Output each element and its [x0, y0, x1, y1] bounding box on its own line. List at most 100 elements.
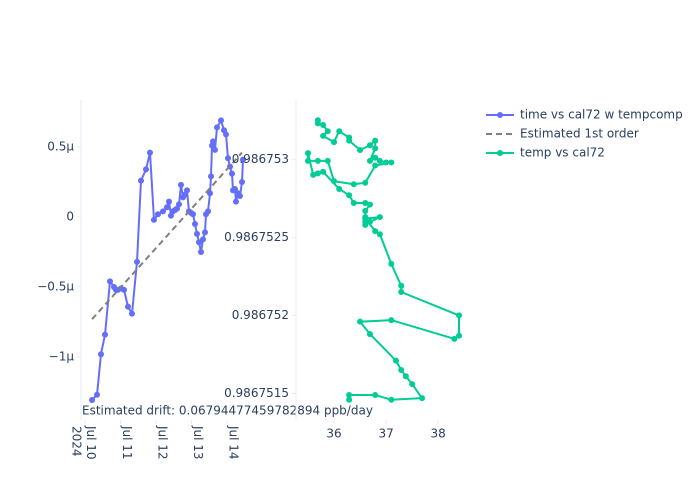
- point: [362, 179, 369, 186]
- x-tick-label: Jul 13: [191, 425, 205, 460]
- point: [197, 249, 204, 256]
- point: [456, 312, 463, 319]
- point: [124, 303, 131, 310]
- point: [372, 154, 379, 161]
- point: [388, 396, 395, 403]
- legend-label: Estimated 1st order: [520, 127, 639, 141]
- point: [314, 170, 321, 177]
- x-tick-label: 37: [378, 427, 393, 441]
- point: [192, 221, 199, 228]
- point: [372, 162, 379, 169]
- legend-label: temp vs cal72: [520, 146, 605, 160]
- point: [222, 131, 229, 138]
- point: [231, 186, 238, 193]
- point: [142, 166, 149, 173]
- point: [388, 317, 395, 324]
- point: [346, 396, 353, 403]
- point: [320, 168, 327, 175]
- point: [194, 230, 201, 237]
- point: [362, 215, 369, 222]
- point: [154, 211, 161, 218]
- y-tick-label: 0.986752: [232, 308, 289, 322]
- point: [175, 201, 182, 208]
- point: [366, 218, 373, 225]
- point: [314, 157, 321, 164]
- point: [304, 150, 311, 157]
- point: [320, 121, 327, 128]
- point: [97, 351, 104, 358]
- point: [366, 142, 373, 149]
- y-tick-label: −0.5μ: [37, 280, 74, 294]
- point: [357, 318, 364, 325]
- point: [456, 332, 463, 339]
- y-tick-label: 0.986753: [232, 152, 289, 166]
- point: [366, 331, 373, 338]
- point: [199, 236, 206, 243]
- point: [236, 193, 243, 200]
- y-tick-label: −1μ: [49, 350, 75, 364]
- point: [217, 117, 224, 124]
- point: [366, 201, 373, 208]
- point: [137, 177, 144, 184]
- point: [146, 149, 153, 156]
- point: [204, 208, 211, 215]
- point: [304, 157, 311, 164]
- point: [228, 170, 235, 177]
- x-tick-label: 38: [431, 427, 446, 441]
- point: [350, 200, 357, 207]
- y-tick-label: 0.5μ: [47, 140, 74, 154]
- point: [346, 137, 353, 144]
- point: [362, 200, 369, 207]
- point: [372, 137, 379, 144]
- point: [366, 157, 373, 164]
- point: [106, 278, 113, 285]
- point: [376, 214, 383, 221]
- point: [346, 392, 353, 399]
- point: [314, 120, 321, 127]
- point: [393, 357, 399, 364]
- point: [320, 132, 327, 139]
- point: [183, 187, 190, 194]
- point: [224, 155, 231, 162]
- point: [398, 289, 405, 295]
- point: [336, 128, 343, 135]
- y-tick-label: 0.9867515: [224, 386, 289, 400]
- point: [324, 128, 331, 135]
- point: [208, 173, 215, 180]
- point: [206, 190, 213, 197]
- point: [383, 159, 390, 166]
- point: [346, 192, 353, 199]
- point: [331, 178, 338, 185]
- point: [101, 331, 108, 338]
- point: [238, 179, 245, 186]
- point: [372, 145, 379, 152]
- x-tick-label: Jul 14: [227, 425, 241, 460]
- point: [324, 157, 331, 164]
- point: [376, 231, 383, 238]
- point: [357, 146, 364, 153]
- point: [210, 138, 217, 145]
- point: [336, 185, 343, 192]
- point: [388, 260, 395, 267]
- point: [201, 229, 208, 236]
- legend-marker: [497, 112, 503, 118]
- point: [409, 381, 416, 388]
- legend-marker: [497, 150, 503, 156]
- point: [372, 392, 379, 399]
- point: [163, 204, 170, 211]
- point: [240, 156, 247, 163]
- y-tick-label: 0: [66, 210, 74, 224]
- point: [419, 395, 426, 402]
- point: [331, 139, 338, 146]
- point: [398, 367, 405, 374]
- x-tick-label: Jul 11: [120, 425, 134, 460]
- point: [402, 373, 409, 380]
- point: [190, 211, 197, 218]
- point: [150, 216, 157, 223]
- point: [350, 181, 357, 188]
- legend-label: time vs cal72 w tempcomp: [520, 108, 683, 122]
- point: [120, 286, 127, 293]
- point: [128, 310, 135, 317]
- point: [213, 124, 220, 131]
